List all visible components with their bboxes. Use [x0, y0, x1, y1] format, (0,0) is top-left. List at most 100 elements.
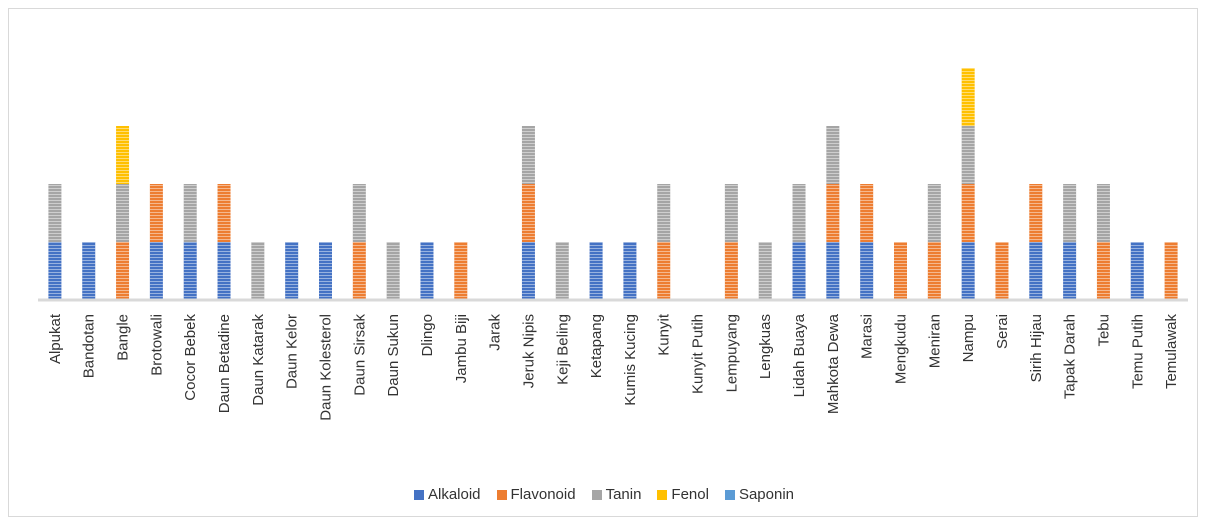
bar-stripe-overlay [149, 242, 163, 300]
bar-stripe-overlay [116, 126, 130, 184]
legend-item-saponin: Saponin [724, 486, 794, 503]
x-tick-label: Lidah Buaya [791, 313, 808, 397]
x-tick-label: Jambu Biji [453, 314, 470, 383]
x-tick-label: Marasi [859, 314, 876, 359]
bar-stripe-overlay [149, 184, 163, 242]
legend-label: Alkaloid [427, 486, 481, 503]
legend-swatch [413, 489, 424, 500]
legend-label: Fenol [671, 486, 709, 503]
bar-stripe-overlay [961, 184, 975, 242]
x-tick-label: Daun Kolesterol [318, 314, 335, 421]
bar-stripe-overlay [251, 242, 265, 300]
x-tick-label: Ketapang [588, 314, 605, 378]
x-tick-label: Jeruk Nipis [520, 314, 537, 388]
x-tick-label: Tapak Darah [1062, 314, 1079, 399]
bar-stripe-overlay [82, 242, 96, 300]
bar-stripe-overlay [1096, 184, 1110, 242]
bar-stripe-overlay [927, 184, 941, 242]
x-tick-label: Bandotan [81, 314, 98, 378]
bar-stripe-overlay [454, 242, 468, 300]
bar-stripe-overlay [217, 242, 231, 300]
bar-stripe-overlay [792, 242, 806, 300]
bar-stripe-overlay [826, 184, 840, 242]
bar-stripe-overlay [555, 242, 569, 300]
bar-stripe-overlay [521, 126, 535, 184]
x-tick-label: Mahkota Dewa [825, 313, 842, 414]
x-tick-label: Alpukat [47, 313, 64, 364]
x-tick-label: Lengkuas [757, 314, 774, 379]
bar-stripe-overlay [352, 184, 366, 242]
bar-stripe-overlay [1063, 242, 1077, 300]
bar-stripe-overlay [1029, 184, 1043, 242]
legend-item-alkaloid: Alkaloid [413, 486, 481, 503]
bar-stripe-overlay [116, 184, 130, 242]
bar-stripe-overlay [1096, 242, 1110, 300]
bar-stripe-overlay [420, 242, 434, 300]
bar-stripe-overlay [48, 184, 62, 242]
bar-stripe-overlay [589, 242, 603, 300]
x-tick-label: Mengkudu [893, 314, 910, 384]
bar-stripe-overlay [183, 242, 197, 300]
bar-stripe-overlay [826, 242, 840, 300]
x-tick-label: Brotowali [148, 314, 165, 376]
bar-stripe-overlay [826, 126, 840, 184]
x-tick-labels: Alpukat Bandotan Bangle Brotowali Cocor Bebe… [47, 313, 1180, 421]
bars-layer [48, 68, 1178, 300]
bar-stripe-overlay [927, 242, 941, 300]
legend-item-fenol: Fenol [657, 486, 709, 503]
x-tick-label: Lempuyang [723, 314, 740, 392]
x-tick-label: Daun Betadine [216, 314, 233, 413]
bar-stripe-overlay [1164, 242, 1178, 300]
x-tick-label: Sirih Hijau [1028, 314, 1045, 382]
bar-stripe-overlay [183, 184, 197, 242]
legend-label: Flavonoid [510, 486, 576, 503]
legend-item-flavonoid: Flavonoid [496, 486, 576, 503]
bar-stripe-overlay [657, 184, 671, 242]
bar-stripe-overlay [792, 184, 806, 242]
bar-stripe-overlay [961, 242, 975, 300]
x-tick-label: Kunyit Putih [690, 314, 707, 394]
x-tick-label: Daun Kelor [284, 314, 301, 389]
bar-stripe-overlay [521, 184, 535, 242]
bar-stripe-overlay [319, 242, 332, 300]
bar-stripe-overlay [285, 242, 299, 300]
bar-stripe-overlay [48, 242, 62, 300]
x-tick-label: Temulawak [1163, 314, 1180, 390]
x-tick-label: Keji Beling [554, 314, 571, 385]
legend-swatch [496, 489, 507, 500]
x-tick-label: Tebu [1095, 314, 1112, 347]
bar-stripe-overlay [894, 242, 907, 300]
x-tick-label: Bangle [115, 314, 132, 361]
bar-stripe-overlay [860, 242, 874, 300]
x-tick-label: Daun Katarak [250, 314, 267, 406]
bar-stripe-overlay [521, 242, 535, 300]
chart-legend: Alkaloid Flavonoid Tanin Fenol Saponin [0, 486, 1208, 503]
legend-label: Tanin [605, 486, 642, 503]
x-tick-label: Dlingo [419, 314, 436, 357]
bar-stripe-overlay [623, 242, 637, 300]
legend-swatch [724, 489, 735, 500]
bar-stripe-overlay [1029, 242, 1043, 300]
bar-stripe-overlay [995, 242, 1009, 300]
bar-stripe-overlay [116, 242, 130, 300]
x-tick-label: Daun Sukun [385, 314, 402, 397]
x-tick-label: Serai [994, 314, 1011, 349]
bar-stripe-overlay [860, 184, 874, 242]
legend-swatch [657, 489, 668, 500]
bar-stripe-overlay [758, 242, 772, 300]
x-tick-label: Daun Sirsak [351, 314, 368, 396]
bar-stripe-overlay [961, 126, 975, 184]
bar-stripe-overlay [657, 242, 671, 300]
bar-stripe-overlay [1063, 184, 1077, 242]
x-tick-label: Kunyit [656, 313, 673, 356]
bar-stripe-overlay [1130, 242, 1144, 300]
bar-stripe-overlay [724, 184, 738, 242]
legend-swatch [591, 489, 602, 500]
legend-item-tanin: Tanin [591, 486, 642, 503]
bar-stripe-overlay [386, 242, 400, 300]
x-tick-label: Temu Putih [1129, 314, 1146, 389]
bar-stripe-overlay [217, 184, 231, 242]
x-tick-label: Jarak [487, 314, 504, 351]
bar-stripe-overlay [724, 242, 738, 300]
